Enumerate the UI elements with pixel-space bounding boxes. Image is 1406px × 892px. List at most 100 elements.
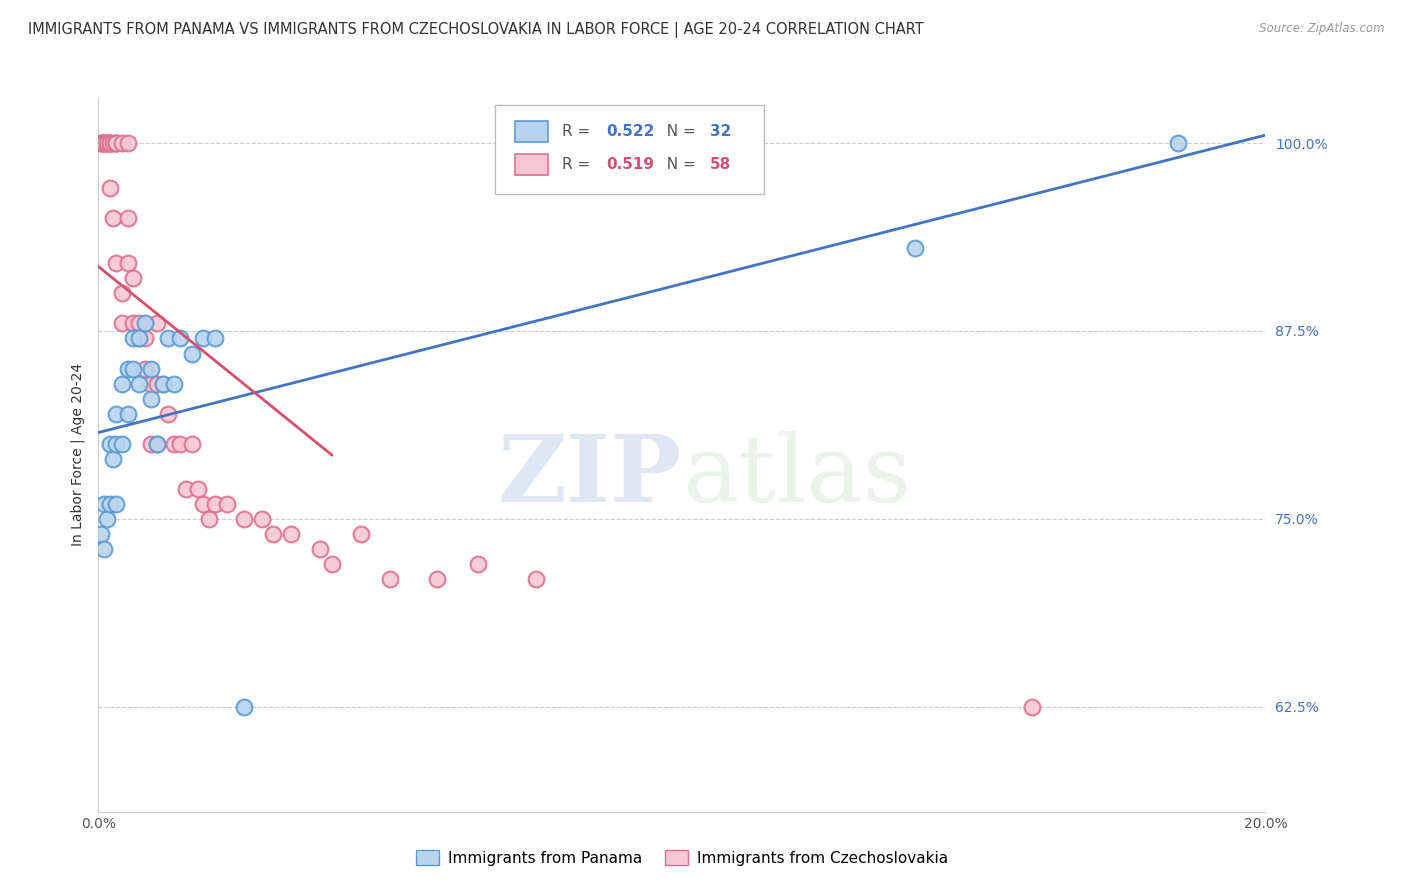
- Text: N =: N =: [658, 157, 702, 172]
- Point: [98, 136, 121, 151]
- Text: R =: R =: [562, 157, 595, 172]
- Point: [139, 361, 162, 376]
- Text: 32: 32: [710, 124, 731, 139]
- Point: [96, 512, 118, 526]
- Point: [378, 572, 402, 586]
- Point: [146, 376, 169, 391]
- Point: [101, 211, 124, 226]
- Point: [111, 317, 134, 331]
- Point: [93, 497, 115, 511]
- Point: [104, 436, 127, 450]
- Text: 0.522: 0.522: [606, 124, 654, 139]
- Point: [90, 136, 112, 151]
- Point: [321, 557, 343, 571]
- Legend: Immigrants from Panama, Immigrants from Czechoslovakia: Immigrants from Panama, Immigrants from …: [409, 844, 955, 871]
- Point: [111, 136, 134, 151]
- Text: Source: ZipAtlas.com: Source: ZipAtlas.com: [1260, 22, 1385, 36]
- Point: [98, 181, 121, 195]
- Point: [139, 376, 162, 391]
- Point: [233, 512, 256, 526]
- Point: [280, 526, 302, 541]
- Point: [98, 497, 121, 511]
- Point: [233, 699, 256, 714]
- Point: [93, 136, 115, 151]
- Point: [128, 331, 150, 345]
- Point: [146, 436, 169, 450]
- Point: [98, 136, 121, 151]
- Point: [204, 497, 226, 511]
- Point: [93, 541, 115, 556]
- Point: [104, 497, 127, 511]
- Point: [128, 376, 150, 391]
- Point: [117, 407, 139, 421]
- Point: [169, 331, 191, 345]
- Point: [111, 376, 134, 391]
- Point: [98, 136, 121, 151]
- Point: [96, 136, 118, 151]
- Point: [117, 361, 139, 376]
- Point: [198, 512, 221, 526]
- Point: [904, 241, 927, 255]
- Bar: [515, 153, 548, 175]
- Point: [174, 482, 197, 496]
- Point: [111, 286, 134, 301]
- Point: [122, 361, 145, 376]
- Text: IMMIGRANTS FROM PANAMA VS IMMIGRANTS FROM CZECHOSLOVAKIA IN LABOR FORCE | AGE 20: IMMIGRANTS FROM PANAMA VS IMMIGRANTS FRO…: [28, 22, 924, 38]
- FancyBboxPatch shape: [495, 105, 763, 194]
- Point: [122, 271, 145, 285]
- Point: [122, 331, 145, 345]
- Text: N =: N =: [658, 124, 702, 139]
- Point: [104, 256, 127, 270]
- Point: [93, 136, 115, 151]
- Point: [215, 497, 238, 511]
- Point: [98, 436, 121, 450]
- Point: [139, 392, 162, 406]
- Point: [1021, 699, 1043, 714]
- Point: [180, 346, 202, 360]
- Point: [90, 136, 112, 151]
- Point: [180, 436, 202, 450]
- Point: [204, 331, 226, 345]
- Point: [101, 451, 124, 466]
- Point: [163, 436, 186, 450]
- Point: [157, 331, 180, 345]
- Point: [309, 541, 332, 556]
- Point: [426, 572, 449, 586]
- Point: [187, 482, 209, 496]
- Point: [146, 436, 169, 450]
- Point: [104, 407, 127, 421]
- Point: [134, 331, 156, 345]
- Text: ZIP: ZIP: [498, 432, 682, 521]
- Point: [128, 317, 150, 331]
- Point: [104, 136, 127, 151]
- Point: [134, 361, 156, 376]
- Text: atlas: atlas: [682, 432, 911, 521]
- Point: [93, 136, 115, 151]
- Y-axis label: In Labor Force | Age 20-24: In Labor Force | Age 20-24: [70, 363, 84, 547]
- Point: [93, 136, 115, 151]
- Point: [128, 331, 150, 345]
- Point: [139, 436, 162, 450]
- Point: [163, 376, 186, 391]
- Bar: [515, 121, 548, 143]
- Point: [1167, 136, 1189, 151]
- Point: [104, 136, 127, 151]
- Text: R =: R =: [562, 124, 595, 139]
- Point: [96, 136, 118, 151]
- Point: [350, 526, 373, 541]
- Point: [111, 436, 134, 450]
- Point: [152, 376, 174, 391]
- Point: [250, 512, 273, 526]
- Point: [117, 256, 139, 270]
- Point: [193, 331, 215, 345]
- Point: [122, 317, 145, 331]
- Point: [146, 317, 169, 331]
- Point: [152, 376, 174, 391]
- Point: [90, 526, 112, 541]
- Point: [134, 317, 156, 331]
- Point: [117, 211, 139, 226]
- Point: [117, 136, 139, 151]
- Text: 58: 58: [710, 157, 731, 172]
- Point: [104, 136, 127, 151]
- Text: 0.519: 0.519: [606, 157, 654, 172]
